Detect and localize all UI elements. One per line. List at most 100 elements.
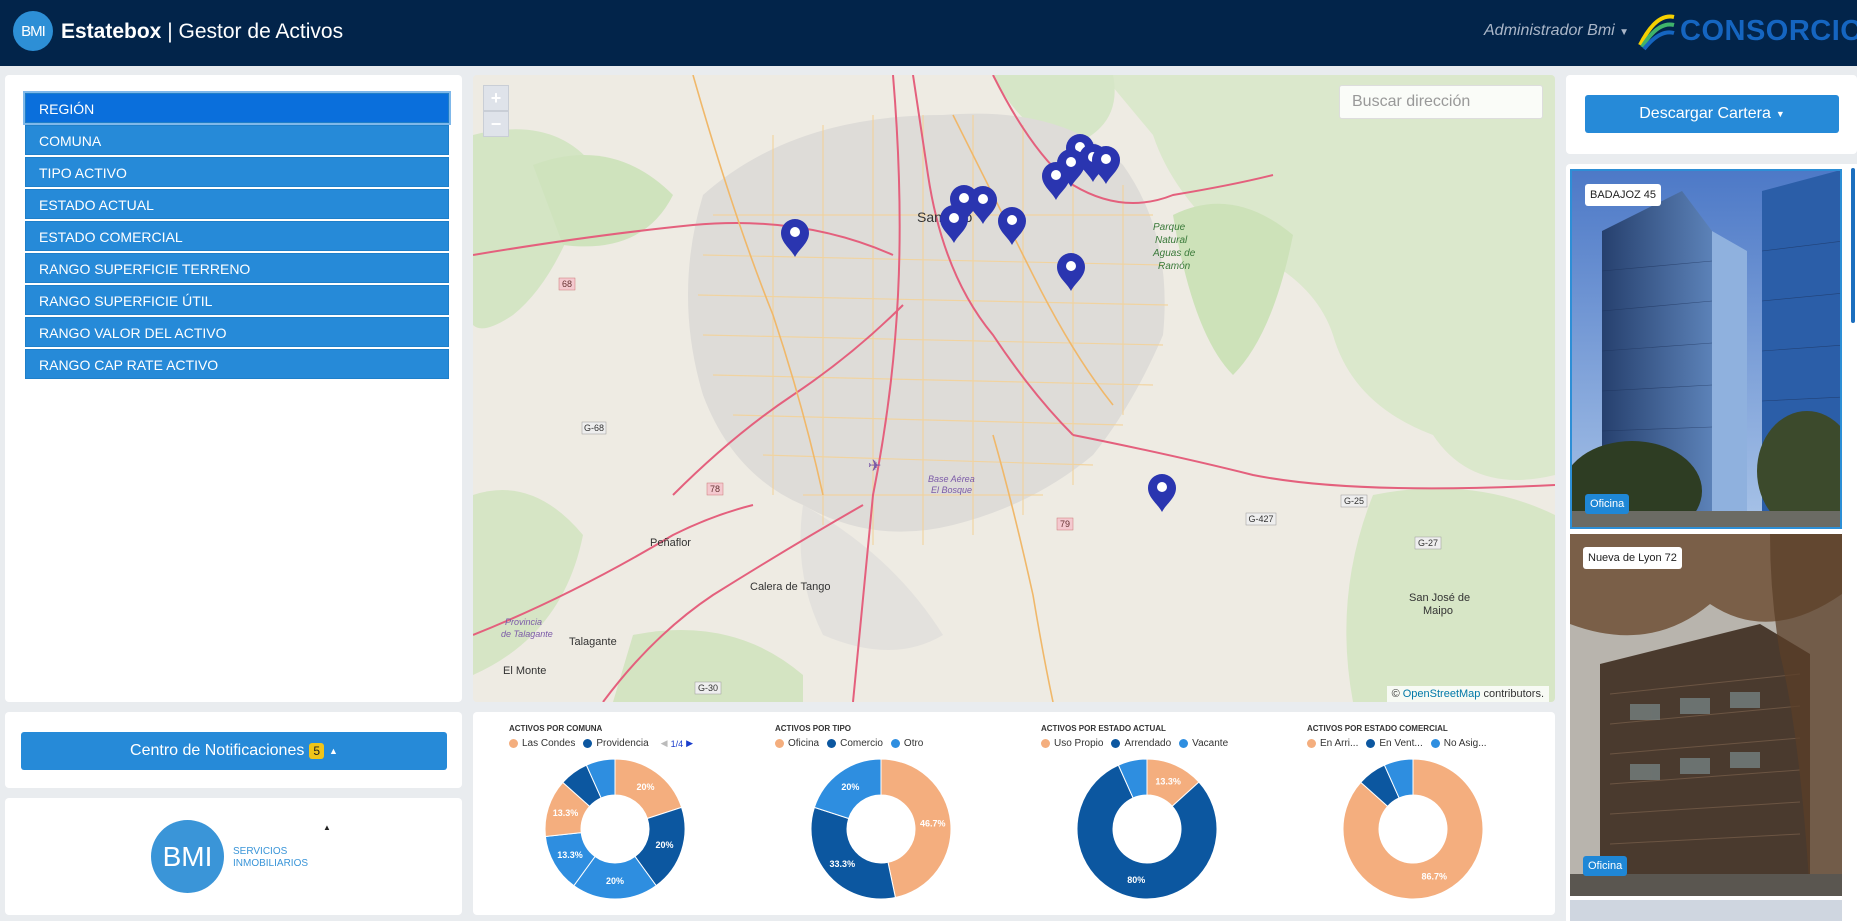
map-pin-icon[interactable] xyxy=(940,205,968,243)
donut-slice[interactable] xyxy=(1342,758,1484,900)
property-card-partial[interactable] xyxy=(1570,900,1842,921)
donut-slice[interactable] xyxy=(1117,758,1148,799)
airport-icon: ✈ xyxy=(868,458,881,475)
property-photo xyxy=(1570,534,1842,896)
map-attribution: © OpenStreetMap contributors. xyxy=(1386,686,1549,702)
cards-scrollbar[interactable] xyxy=(1851,168,1855,323)
legend-item[interactable]: Providencia xyxy=(583,738,649,749)
map-label-elmonte: El Monte xyxy=(503,665,546,677)
map-pin-icon[interactable] xyxy=(998,207,1026,245)
property-type-badge: Oficina xyxy=(1583,856,1628,876)
legend-item[interactable]: No Asig... xyxy=(1430,738,1487,749)
property-type-badge: Oficina xyxy=(1585,494,1630,514)
slice-label: 86.7% xyxy=(1421,871,1447,881)
filter-item[interactable]: ESTADO COMERCIAL xyxy=(25,221,449,251)
zoom-in-button[interactable]: + xyxy=(483,85,509,111)
map-pin-icon[interactable] xyxy=(781,219,809,257)
caret-up-icon: ▲ xyxy=(329,746,338,756)
donut-slice[interactable] xyxy=(880,758,952,899)
map-label-provincia: Provincia xyxy=(505,617,542,627)
filter-item[interactable]: RANGO VALOR DEL ACTIVO xyxy=(25,317,449,347)
donut-svg: 46.7% 33.3% 20% xyxy=(810,758,952,900)
legend-label: Uso Propio xyxy=(1054,738,1104,749)
slice-label: 46.7% xyxy=(920,819,946,829)
brand-separator: | xyxy=(167,20,173,43)
caret-up-icon[interactable]: ▲ xyxy=(323,823,331,832)
chart-title: ACTIVOS POR ESTADO ACTUAL xyxy=(1041,724,1166,733)
route-79: 79 xyxy=(1060,519,1070,529)
property-card[interactable]: BADAJOZ 45 Oficina xyxy=(1570,169,1842,529)
app-title[interactable]: Estatebox | Gestor de Activos xyxy=(61,20,343,44)
map-panel[interactable]: Santiago Parque Natural Aguas de Ramón P… xyxy=(473,75,1555,702)
legend-item[interactable]: Oficina xyxy=(775,738,819,749)
filter-item[interactable]: COMUNA xyxy=(25,125,449,155)
filter-item[interactable]: ESTADO ACTUAL xyxy=(25,189,449,219)
zoom-out-button[interactable]: − xyxy=(483,111,509,137)
chart-legend: En Arri... En Vent... No Asig... xyxy=(1307,738,1495,749)
legend-item[interactable]: Comercio xyxy=(827,738,883,749)
next-arrow-icon[interactable]: ▶ xyxy=(686,738,693,748)
property-name: Nueva de Lyon 72 xyxy=(1583,547,1682,569)
property-photo xyxy=(1572,171,1840,527)
legend-dot-icon xyxy=(509,739,518,748)
slice-label: 20% xyxy=(841,782,859,792)
legend-label: Comercio xyxy=(840,738,883,749)
map-label-maipo: Maipo xyxy=(1423,605,1453,617)
osm-link[interactable]: OpenStreetMap xyxy=(1402,688,1481,700)
donut-slice[interactable] xyxy=(810,806,897,900)
brand-subtitle: Gestor de Activos xyxy=(178,20,344,43)
filter-item[interactable]: REGIÓN xyxy=(23,91,451,125)
map-pin-icon[interactable] xyxy=(1092,146,1120,184)
legend-item[interactable]: Arrendado xyxy=(1111,738,1171,749)
download-label: Descargar Cartera xyxy=(1639,105,1771,122)
slice-label: 33.3% xyxy=(830,859,856,869)
map-pin-icon[interactable] xyxy=(1042,162,1070,200)
slice-label: 13.3% xyxy=(553,808,579,818)
donut-slice[interactable] xyxy=(585,758,616,799)
user-menu[interactable]: Administrador Bmi ▼ xyxy=(1484,22,1629,40)
legend-pager[interactable]: ◀ 1/4 ▶ xyxy=(661,738,693,749)
map-pin-icon[interactable] xyxy=(1148,474,1176,512)
donut-svg: 20% 20% 20% 13.3% 13.3% xyxy=(544,758,686,900)
map-pin-icon[interactable] xyxy=(1057,253,1085,291)
legend-item[interactable]: Uso Propio xyxy=(1041,738,1103,749)
route-g25: G-25 xyxy=(1344,496,1364,506)
brand-name: Estatebox xyxy=(61,20,162,43)
legend-item[interactable]: Vacante xyxy=(1179,738,1228,749)
legend-label: Providencia xyxy=(596,738,649,749)
legend-label: En Arri... xyxy=(1320,738,1359,749)
filter-item[interactable]: RANGO SUPERFICIE TERRENO xyxy=(25,253,449,283)
map-label-base-aerea: Base Aérea xyxy=(928,474,975,484)
legend-label: Las Condes xyxy=(522,738,576,749)
download-panel: Descargar Cartera ▼ xyxy=(1566,75,1857,154)
bmi-logo[interactable]: BMI xyxy=(13,11,53,51)
legend-item[interactable]: Las Condes xyxy=(509,738,575,749)
slice-label: 20% xyxy=(637,782,655,792)
prev-arrow-icon[interactable]: ◀ xyxy=(660,738,668,748)
donut-chart: ACTIVOS POR TIPO Oficina Comercio Otro 46.7%… xyxy=(775,724,1031,914)
legend-dot-icon xyxy=(775,739,784,748)
donut-slice[interactable] xyxy=(813,758,882,820)
address-search-input[interactable]: Buscar dirección xyxy=(1339,85,1543,119)
map-label-parque: Parque xyxy=(1153,222,1186,233)
map-canvas[interactable]: Santiago Parque Natural Aguas de Ramón P… xyxy=(473,75,1555,702)
donut-slice[interactable] xyxy=(1076,764,1218,900)
filter-item[interactable]: RANGO SUPERFICIE ÚTIL xyxy=(25,285,449,315)
legend-dot-icon xyxy=(827,739,837,748)
legend-dot-icon xyxy=(890,739,900,748)
legend-dot-icon xyxy=(1307,739,1316,748)
property-card[interactable]: Nueva de Lyon 72 Oficina xyxy=(1570,534,1842,896)
filter-item[interactable]: RANGO CAP RATE ACTIVO xyxy=(25,349,449,379)
download-portfolio-button[interactable]: Descargar Cartera ▼ xyxy=(1585,95,1839,133)
legend-item[interactable]: Otro xyxy=(890,738,924,749)
chart-legend: Uso Propio Arrendado Vacante xyxy=(1041,738,1236,749)
donut-slice[interactable] xyxy=(1383,758,1414,799)
route-78: 78 xyxy=(710,484,720,494)
route-g427: G-427 xyxy=(1248,514,1273,524)
filter-list: REGIÓN COMUNA TIPO ACTIVO ESTADO ACTUAL ESTA… xyxy=(23,91,451,381)
legend-item[interactable]: En Vent... xyxy=(1366,738,1423,749)
legend-item[interactable]: En Arri... xyxy=(1307,738,1358,749)
notifications-button[interactable]: Centro de Notificaciones 5 ▲ xyxy=(21,732,447,770)
legend-label: Otro xyxy=(903,738,924,749)
filter-item[interactable]: TIPO ACTIVO xyxy=(25,157,449,187)
